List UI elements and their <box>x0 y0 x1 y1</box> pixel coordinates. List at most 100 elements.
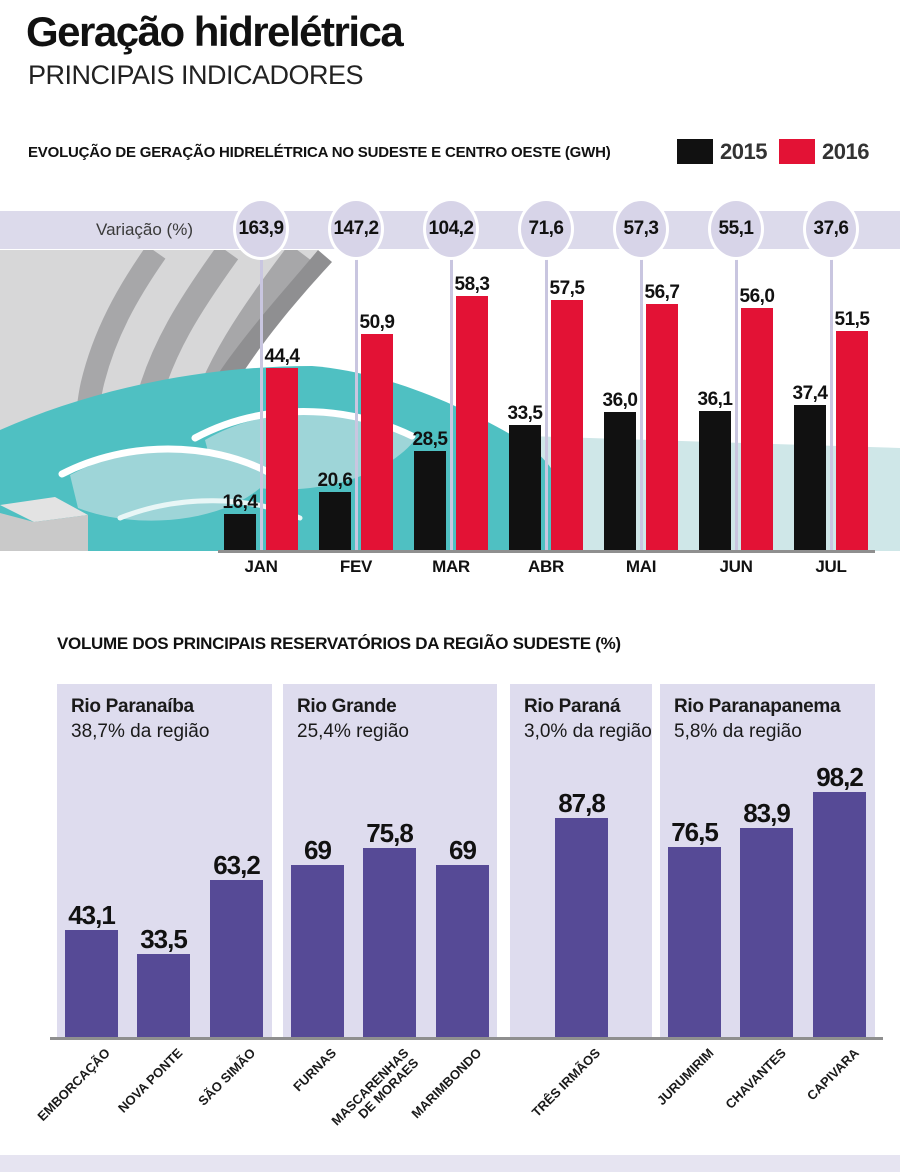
panel-river-name: Rio Paranaíba <box>71 696 194 717</box>
footer-band <box>0 1155 900 1172</box>
reservoir-bar-EMBORCAÇÃO <box>65 930 118 1038</box>
variation-bubble: 104,2 <box>423 198 479 260</box>
month-label-JUL: JUL <box>815 557 847 576</box>
reservoir-bar-JURUMIRIM <box>668 847 721 1038</box>
bar-value-2015-JAN: 16,4 <box>222 492 258 513</box>
bar-value-2016-JUN: 56,0 <box>739 286 775 307</box>
month-label-JAN: JAN <box>244 557 278 576</box>
reservoir-value-CHAVANTES: 83,9 <box>743 798 791 828</box>
reservoir-bar-FURNAS <box>291 865 344 1038</box>
bar-value-2016-JUL: 51,5 <box>834 309 870 330</box>
reservoir-bar-CHAVANTES <box>740 828 793 1038</box>
bar-value-2016-MAR: 58,3 <box>454 274 490 295</box>
bar-value-2015-FEV: 20,6 <box>317 470 353 491</box>
variation-bubble: 163,9 <box>233 198 289 260</box>
reservoir-label-MARIMBONDO: MARIMBONDO <box>408 1045 485 1122</box>
page-title: Geração hidrelétrica <box>26 8 404 55</box>
reservoir-chart-axis <box>50 1037 883 1040</box>
reservoir-bar-MARIMBONDO <box>436 865 489 1038</box>
reservoir-value-TRÊS-IRMÃOS: 87,8 <box>558 788 606 818</box>
reservoir-bar-MASCARENHAS-DE-MORAES <box>363 848 416 1038</box>
reservoir-value-FURNAS: 69 <box>304 835 332 865</box>
bar-value-2015-MAI: 36,0 <box>602 390 638 411</box>
variation-connector <box>735 255 738 551</box>
generation-chart-title: EVOLUÇÃO DE GERAÇÃO HIDRELÉTRICA NO SUDE… <box>28 144 611 161</box>
variation-bubble: 37,6 <box>803 198 859 260</box>
panel-river-name: Rio Grande <box>297 696 397 717</box>
bar-2015-MAI <box>604 412 636 551</box>
reservoir-value-CAPIVARA: 98,2 <box>816 762 864 792</box>
generation-bar-chart: 163,9 16,4 44,4 JAN 147,2 20,6 50,9 FEV 104,2 28,… <box>222 198 870 576</box>
bar-value-2016-ABR: 57,5 <box>549 278 585 299</box>
bar-value-2015-ABR: 33,5 <box>507 403 543 424</box>
legend-swatch-2016 <box>779 139 815 164</box>
reservoir-bar-SÃO-SIMÃO <box>210 880 263 1038</box>
panel-river-name: Rio Paranapanema <box>674 696 841 717</box>
variation-connector <box>640 255 643 551</box>
bar-value-2015-JUL: 37,4 <box>792 383 828 404</box>
panel-region-share: 25,4% região <box>297 721 409 742</box>
variation-connector <box>355 255 358 551</box>
reservoir-bar-CAPIVARA <box>813 792 866 1038</box>
bar-value-2016-JAN: 44,4 <box>264 346 300 367</box>
bar-2015-ABR <box>509 425 541 551</box>
reservoir-bar-TRÊS-IRMÃOS <box>555 818 608 1038</box>
month-label-ABR: ABR <box>528 557 564 576</box>
month-label-MAR: MAR <box>432 557 470 576</box>
reservoir-label-FURNAS: FURNAS <box>290 1045 340 1095</box>
reservoir-label-EMBORCAÇÃO: EMBORCAÇÃO <box>34 1045 114 1124</box>
variation-label: Variação (%) <box>96 220 193 239</box>
legend-label-2015: 2015 <box>720 139 767 164</box>
variation-bubble: 71,6 <box>518 198 574 260</box>
bar-2016-JUN <box>741 308 773 551</box>
bar-value-2016-MAI: 56,7 <box>644 282 680 303</box>
bar-2015-JUN <box>699 411 731 551</box>
reservoir-label-NOVA-PONTE: NOVA PONTE <box>115 1045 186 1116</box>
bar-2016-ABR <box>551 300 583 551</box>
legend-swatch-2015 <box>677 139 713 164</box>
panel-region-share: 5,8% da região <box>674 721 802 742</box>
variation-connector <box>450 255 453 551</box>
panel-region-share: 3,0% da região <box>524 721 652 742</box>
variation-connector <box>260 255 263 551</box>
variation-connector <box>830 255 833 551</box>
bar-value-2015-JUN: 36,1 <box>697 389 733 410</box>
reservoir-value-NOVA-PONTE: 33,5 <box>140 924 188 954</box>
reservoir-label-SÃO-SIMÃO: SÃO SIMÃO <box>195 1045 259 1109</box>
bar-2015-FEV <box>319 492 351 551</box>
reservoir-label-TRÊS-IRMÃOS: TRÊS IRMÃOS <box>528 1045 604 1120</box>
variation-bubble: 55,1 <box>708 198 764 260</box>
reservoir-value-MASCARENHAS-DE-MORAES: 75,8 <box>366 818 414 848</box>
bar-2016-MAR <box>456 296 488 551</box>
page-subtitle: PRINCIPAIS INDICADORES <box>28 60 364 90</box>
month-label-MAI: MAI <box>625 557 657 576</box>
reservoir-value-SÃO-SIMÃO: 63,2 <box>213 850 261 880</box>
month-label-FEV: FEV <box>339 557 373 576</box>
bar-value-2016-FEV: 50,9 <box>359 312 395 333</box>
bar-2015-MAR <box>414 451 446 551</box>
bar-2015-JUL <box>794 405 826 551</box>
reservoir-label-CAPIVARA: CAPIVARA <box>803 1045 862 1104</box>
variation-bubble: 147,2 <box>328 198 384 260</box>
month-label-JUN: JUN <box>719 557 753 576</box>
panel-river-name: Rio Paraná <box>524 696 621 717</box>
bar-2016-FEV <box>361 334 393 551</box>
reservoir-value-MARIMBONDO: 69 <box>449 835 477 865</box>
bar-2016-JAN <box>266 368 298 551</box>
bar-2015-JAN <box>224 514 256 551</box>
reservoir-label-CHAVANTES: CHAVANTES <box>721 1045 789 1112</box>
bar-value-2015-MAR: 28,5 <box>412 429 448 450</box>
generation-chart-axis <box>218 550 875 553</box>
reservoir-bar-NOVA-PONTE <box>137 954 190 1038</box>
reservoir-label-MASCARENHAS-DE-MORAES: MASCARENHAS DE MORAES <box>328 1045 422 1129</box>
bar-2016-MAI <box>646 304 678 551</box>
variation-bubble: 57,3 <box>613 198 669 260</box>
reservoir-label-JURUMIRIM: JURUMIRIM <box>653 1045 717 1108</box>
bar-2016-JUL <box>836 331 868 551</box>
variation-connector <box>545 255 548 551</box>
reservoir-value-EMBORCAÇÃO: 43,1 <box>68 900 116 930</box>
reservoir-value-JURUMIRIM: 76,5 <box>671 817 719 847</box>
legend-label-2016: 2016 <box>822 139 869 164</box>
